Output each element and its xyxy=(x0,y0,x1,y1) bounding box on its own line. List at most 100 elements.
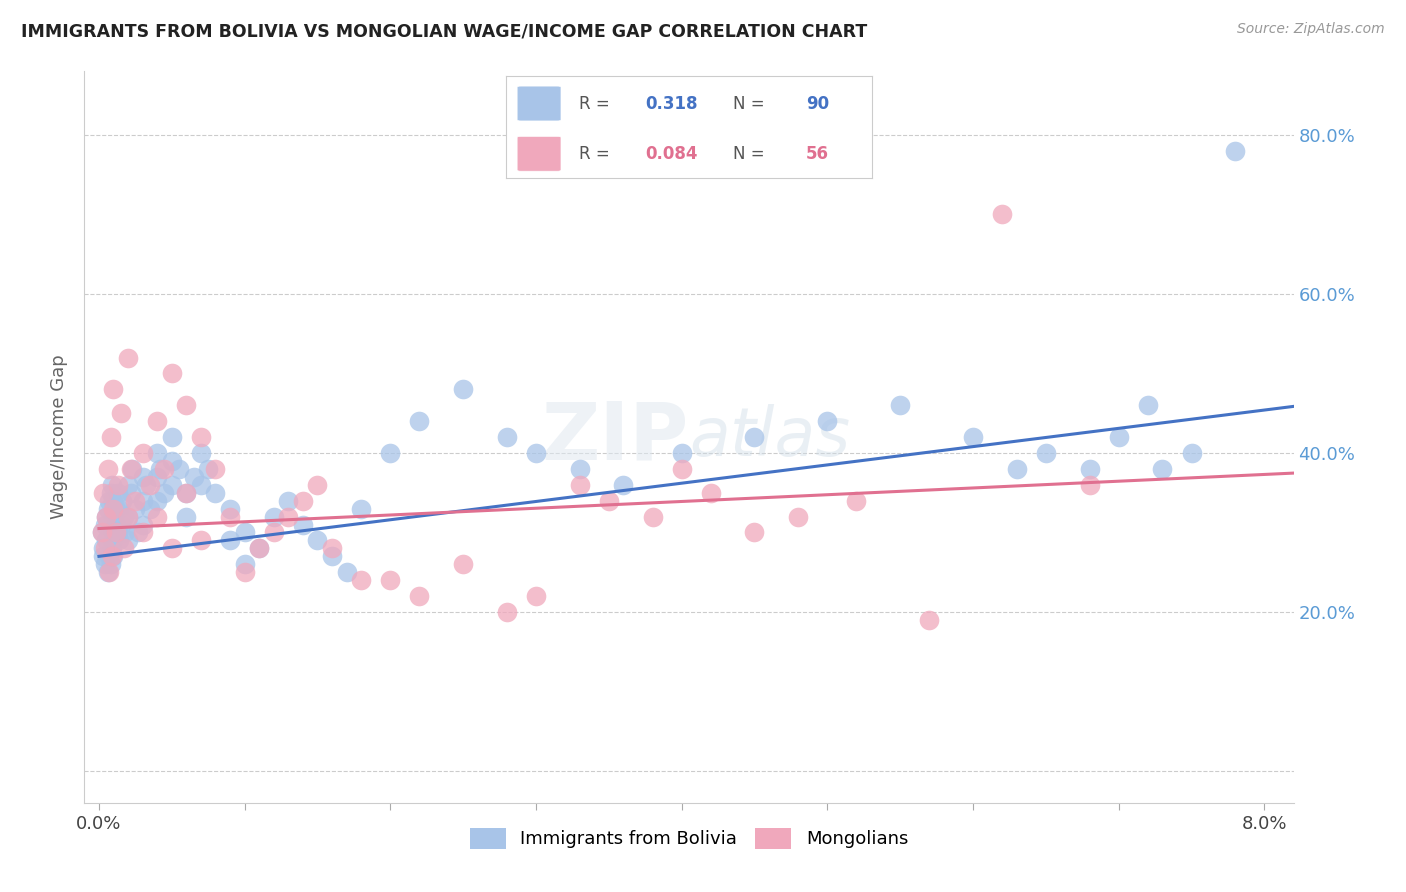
Point xyxy=(105,525,128,540)
Point xyxy=(107,485,129,500)
Point xyxy=(1078,477,1101,491)
Point xyxy=(889,398,911,412)
Point xyxy=(291,493,314,508)
Point xyxy=(219,501,242,516)
Point xyxy=(127,525,149,540)
Point xyxy=(94,558,117,572)
Point xyxy=(90,525,112,540)
Point xyxy=(451,558,474,572)
Point xyxy=(219,533,242,548)
Text: 0.318: 0.318 xyxy=(645,95,697,112)
Point xyxy=(495,605,517,619)
Text: 90: 90 xyxy=(806,95,830,112)
Point xyxy=(307,477,329,491)
Point xyxy=(100,558,122,572)
Point xyxy=(233,558,256,572)
Point xyxy=(131,446,153,460)
Point xyxy=(700,485,723,500)
Point xyxy=(146,414,169,428)
Point xyxy=(277,509,299,524)
Point xyxy=(160,477,183,491)
Point xyxy=(131,517,153,532)
Point xyxy=(744,525,766,540)
Point xyxy=(612,477,634,491)
Point xyxy=(103,533,125,548)
Point xyxy=(131,470,153,484)
Point xyxy=(98,566,121,580)
Text: 0.084: 0.084 xyxy=(645,145,697,162)
Point xyxy=(277,493,299,508)
Point xyxy=(408,414,430,428)
Point xyxy=(1108,430,1130,444)
Point xyxy=(176,398,198,412)
Point xyxy=(91,541,114,556)
Point xyxy=(114,525,136,540)
Point xyxy=(98,549,121,564)
Point xyxy=(153,462,176,476)
Point xyxy=(120,485,142,500)
Point xyxy=(247,541,270,556)
Point xyxy=(815,414,838,428)
Point xyxy=(120,462,142,476)
Point xyxy=(263,509,285,524)
Point xyxy=(97,566,120,580)
Point xyxy=(101,549,124,564)
Point xyxy=(96,533,118,548)
Point xyxy=(117,533,139,548)
Point xyxy=(146,493,169,508)
FancyBboxPatch shape xyxy=(517,87,561,121)
Point xyxy=(167,462,190,476)
Point xyxy=(131,525,153,540)
Legend: Immigrants from Bolivia, Mongolians: Immigrants from Bolivia, Mongolians xyxy=(463,821,915,856)
Point xyxy=(146,509,169,524)
Point xyxy=(96,509,118,524)
Point xyxy=(321,549,343,564)
Point xyxy=(135,477,157,491)
Point xyxy=(495,430,517,444)
Point xyxy=(247,541,270,556)
Point xyxy=(139,501,162,516)
Point xyxy=(97,501,120,516)
Point xyxy=(160,454,183,468)
Point xyxy=(160,430,183,444)
Point xyxy=(671,462,693,476)
Point xyxy=(962,430,984,444)
Text: 56: 56 xyxy=(806,145,830,162)
Point xyxy=(100,430,122,444)
Point xyxy=(568,477,591,491)
Point xyxy=(1136,398,1159,412)
Point xyxy=(105,501,128,516)
Point xyxy=(1180,446,1202,460)
Point xyxy=(146,470,169,484)
Point xyxy=(103,383,125,397)
Point xyxy=(1078,462,1101,476)
Point xyxy=(991,207,1014,221)
Point xyxy=(190,533,212,548)
Point xyxy=(103,501,125,516)
Point xyxy=(176,485,198,500)
Text: atlas: atlas xyxy=(689,404,851,470)
Point xyxy=(307,533,329,548)
FancyBboxPatch shape xyxy=(517,136,561,171)
Point xyxy=(101,541,124,556)
Point xyxy=(111,493,134,508)
Point xyxy=(190,477,212,491)
Point xyxy=(91,485,114,500)
Point xyxy=(107,477,129,491)
Point xyxy=(524,589,547,603)
Point xyxy=(94,517,117,532)
Point xyxy=(233,525,256,540)
Point xyxy=(149,462,172,476)
Point xyxy=(204,462,226,476)
Point xyxy=(97,462,120,476)
Point xyxy=(176,509,198,524)
Point xyxy=(291,517,314,532)
Point xyxy=(131,493,153,508)
Text: Source: ZipAtlas.com: Source: ZipAtlas.com xyxy=(1237,22,1385,37)
Point xyxy=(110,406,132,420)
Point xyxy=(103,493,125,508)
Point xyxy=(1152,462,1174,476)
Point xyxy=(204,485,226,500)
Point xyxy=(101,477,124,491)
Point xyxy=(117,509,139,524)
